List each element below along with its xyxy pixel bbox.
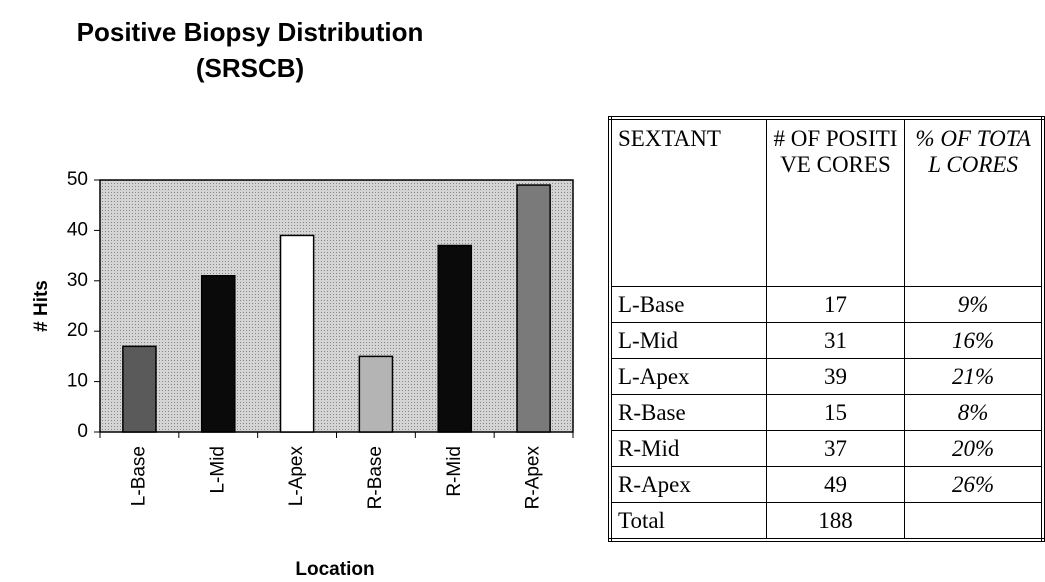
table-row: R-Apex 49 26% (609, 466, 1044, 503)
header-cell: % OF TOTAL CORES (904, 117, 1044, 287)
table-cell: R-Apex (609, 466, 767, 503)
table-row: Total 188 (609, 502, 1044, 541)
x-tick-label: R-Mid (444, 446, 465, 497)
table-cell: 188 (765, 502, 906, 541)
bar (279, 234, 315, 433)
table-row: R-Base 15 8% (609, 394, 1044, 431)
x-axis-label: Location (295, 559, 374, 580)
table-cell: 15 (765, 394, 906, 431)
table-cell: 37 (765, 430, 906, 467)
data-table: SEXTANT # OF POSITIVE CORES% OF TOTAL COR… (608, 116, 1045, 542)
chart-title: Positive Biopsy Distribution (77, 17, 424, 47)
table-cell: L-Mid (609, 322, 767, 359)
table-cell: 21% (904, 358, 1044, 395)
y-tick-label: 20 (67, 320, 88, 341)
table-cell (904, 502, 1044, 541)
chart: Positive Biopsy Distribution (SRSCB) Loc… (31, 17, 574, 580)
bar (200, 275, 236, 433)
table-cell: 31 (765, 322, 906, 359)
table-row: R-Mid 37 20% (609, 430, 1044, 467)
table-cell: 49 (765, 466, 906, 503)
table-row: L-Mid 31 16% (609, 322, 1044, 359)
header-row: SEXTANT # OF POSITIVE CORES% OF TOTAL COR… (609, 117, 1044, 287)
table-cell: 26% (904, 466, 1044, 503)
table-row: L-Base 17 9% (609, 286, 1044, 323)
x-tick-label: R-Base (365, 446, 386, 509)
x-tick-label: R-Apex (523, 446, 544, 510)
table-cell: L-Base (609, 286, 767, 323)
header-cell: SEXTANT (609, 117, 767, 287)
bar (358, 355, 394, 433)
x-tick-label: L-Apex (286, 446, 307, 507)
table-cell: 16% (904, 322, 1044, 359)
table-cell: 20% (904, 430, 1044, 467)
y-tick-label: 0 (77, 421, 88, 442)
x-tick-label: L-Mid (207, 446, 228, 494)
y-tick-label: 40 (67, 219, 88, 240)
table-cell: Total (609, 502, 767, 541)
y-axis-label: # Hits (31, 280, 52, 332)
bar (437, 244, 473, 433)
table-cell: 9% (904, 286, 1044, 323)
bar (122, 345, 157, 433)
table-cell: 39 (765, 358, 906, 395)
y-tick-label: 10 (67, 371, 88, 392)
table-cell: L-Apex (609, 358, 767, 395)
bar (516, 184, 551, 433)
plot-area (99, 179, 574, 433)
table-row: L-Apex 39 21% (609, 358, 1044, 395)
header-cell: # OF POSITIVE CORES (765, 117, 906, 287)
y-tick-label: 30 (67, 270, 88, 291)
x-tick-label: L-Base (128, 446, 149, 506)
table-cell: R-Base (609, 394, 767, 431)
table-cell: 17 (765, 286, 906, 323)
y-tick-label: 50 (67, 169, 88, 190)
table-cell: R-Mid (609, 430, 767, 467)
chart-subtitle: (SRSCB) (196, 53, 304, 83)
table-cell: 8% (904, 394, 1044, 431)
